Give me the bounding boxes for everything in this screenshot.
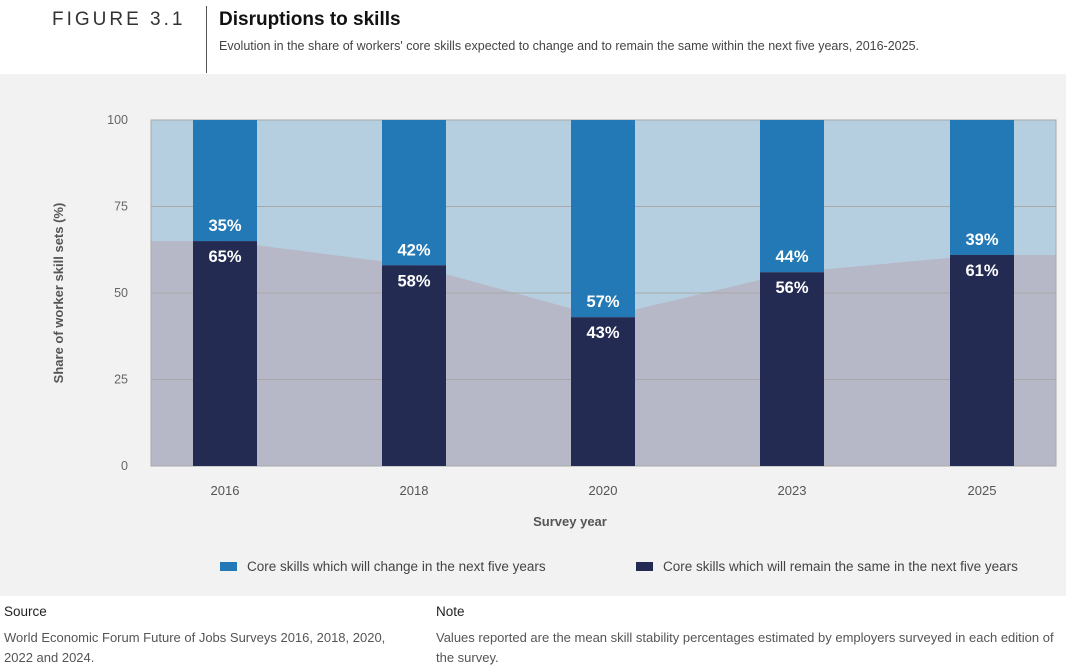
bar-same-2025 bbox=[950, 254, 1014, 466]
data-label-change: 57% bbox=[586, 293, 619, 311]
figure-label: FIGURE 3.1 bbox=[52, 9, 186, 30]
x-tick-label: 2025 bbox=[968, 483, 997, 498]
legend-item-change: Core skills which will change in the nex… bbox=[220, 559, 546, 574]
chart-title: Disruptions to skills bbox=[219, 9, 401, 30]
x-tick-label: 2020 bbox=[589, 483, 618, 498]
legend-label-change: Core skills which will change in the nex… bbox=[247, 559, 546, 574]
data-label-change: 42% bbox=[397, 241, 430, 259]
y-tick-label: 25 bbox=[114, 373, 128, 387]
stacked-bar-chart: 35% 65% 42% 58% 57% 43% 44% 56% 39% 61% 0 25 50 75 10… bbox=[51, 113, 1057, 529]
x-axis-title: Survey year bbox=[533, 514, 607, 529]
bar-layer: 35% 65% 42% 58% 57% 43% 44% 56% 39% 61% bbox=[193, 120, 1014, 466]
axis-layer: 0 25 50 75 100 2016 2018 2020 2023 2025 Survey yea… bbox=[51, 113, 996, 529]
source-block: Source World Economic Forum Future of Jo… bbox=[4, 604, 444, 668]
note-heading: Note bbox=[436, 604, 465, 619]
data-label-same: 65% bbox=[208, 248, 241, 266]
chart-subtitle: Evolution in the share of workers' core … bbox=[219, 39, 919, 53]
data-label-change: 44% bbox=[775, 248, 808, 266]
legend-swatch-same bbox=[636, 562, 653, 571]
x-tick-label: 2016 bbox=[211, 483, 240, 498]
figure-header: FIGURE 3.1 Disruptions to skills Evoluti… bbox=[0, 0, 1066, 74]
legend-label-same: Core skills which will remain the same i… bbox=[663, 559, 1018, 574]
bar-change-2016 bbox=[193, 120, 257, 242]
header-divider bbox=[206, 6, 207, 73]
bar-change-2018 bbox=[382, 120, 446, 266]
note-block: Note Values reported are the mean skill … bbox=[436, 604, 1056, 668]
y-tick-label: 50 bbox=[114, 286, 128, 300]
source-heading: Source bbox=[4, 604, 47, 619]
bar-change-2023 bbox=[760, 120, 824, 273]
bar-change-2025 bbox=[950, 120, 1014, 255]
legend-item-same: Core skills which will remain the same i… bbox=[636, 559, 1018, 574]
chart-area: 35% 65% 42% 58% 57% 43% 44% 56% 39% 61% 0 25 50 75 10… bbox=[0, 74, 1066, 596]
x-tick-label: 2023 bbox=[778, 483, 807, 498]
data-label-same: 43% bbox=[586, 324, 619, 342]
source-text: World Economic Forum Future of Jobs Surv… bbox=[4, 630, 386, 665]
note-text: Values reported are the mean skill stabi… bbox=[436, 630, 1054, 665]
y-tick-label: 0 bbox=[121, 459, 128, 473]
y-tick-label: 100 bbox=[107, 113, 128, 127]
data-label-same: 61% bbox=[965, 262, 998, 280]
y-axis-title: Share of worker skill sets (%) bbox=[51, 203, 66, 384]
bar-same-2018 bbox=[382, 265, 446, 466]
data-label-same: 56% bbox=[775, 279, 808, 297]
bar-same-2016 bbox=[193, 241, 257, 466]
data-label-same: 58% bbox=[397, 272, 430, 290]
x-tick-label: 2018 bbox=[400, 483, 429, 498]
legend-swatch-change bbox=[220, 562, 237, 571]
bar-same-2023 bbox=[760, 272, 824, 466]
data-label-change: 35% bbox=[208, 217, 241, 235]
data-label-change: 39% bbox=[965, 231, 998, 249]
y-tick-label: 75 bbox=[114, 200, 128, 214]
bar-change-2020 bbox=[571, 120, 635, 318]
bar-same-2020 bbox=[571, 317, 635, 466]
